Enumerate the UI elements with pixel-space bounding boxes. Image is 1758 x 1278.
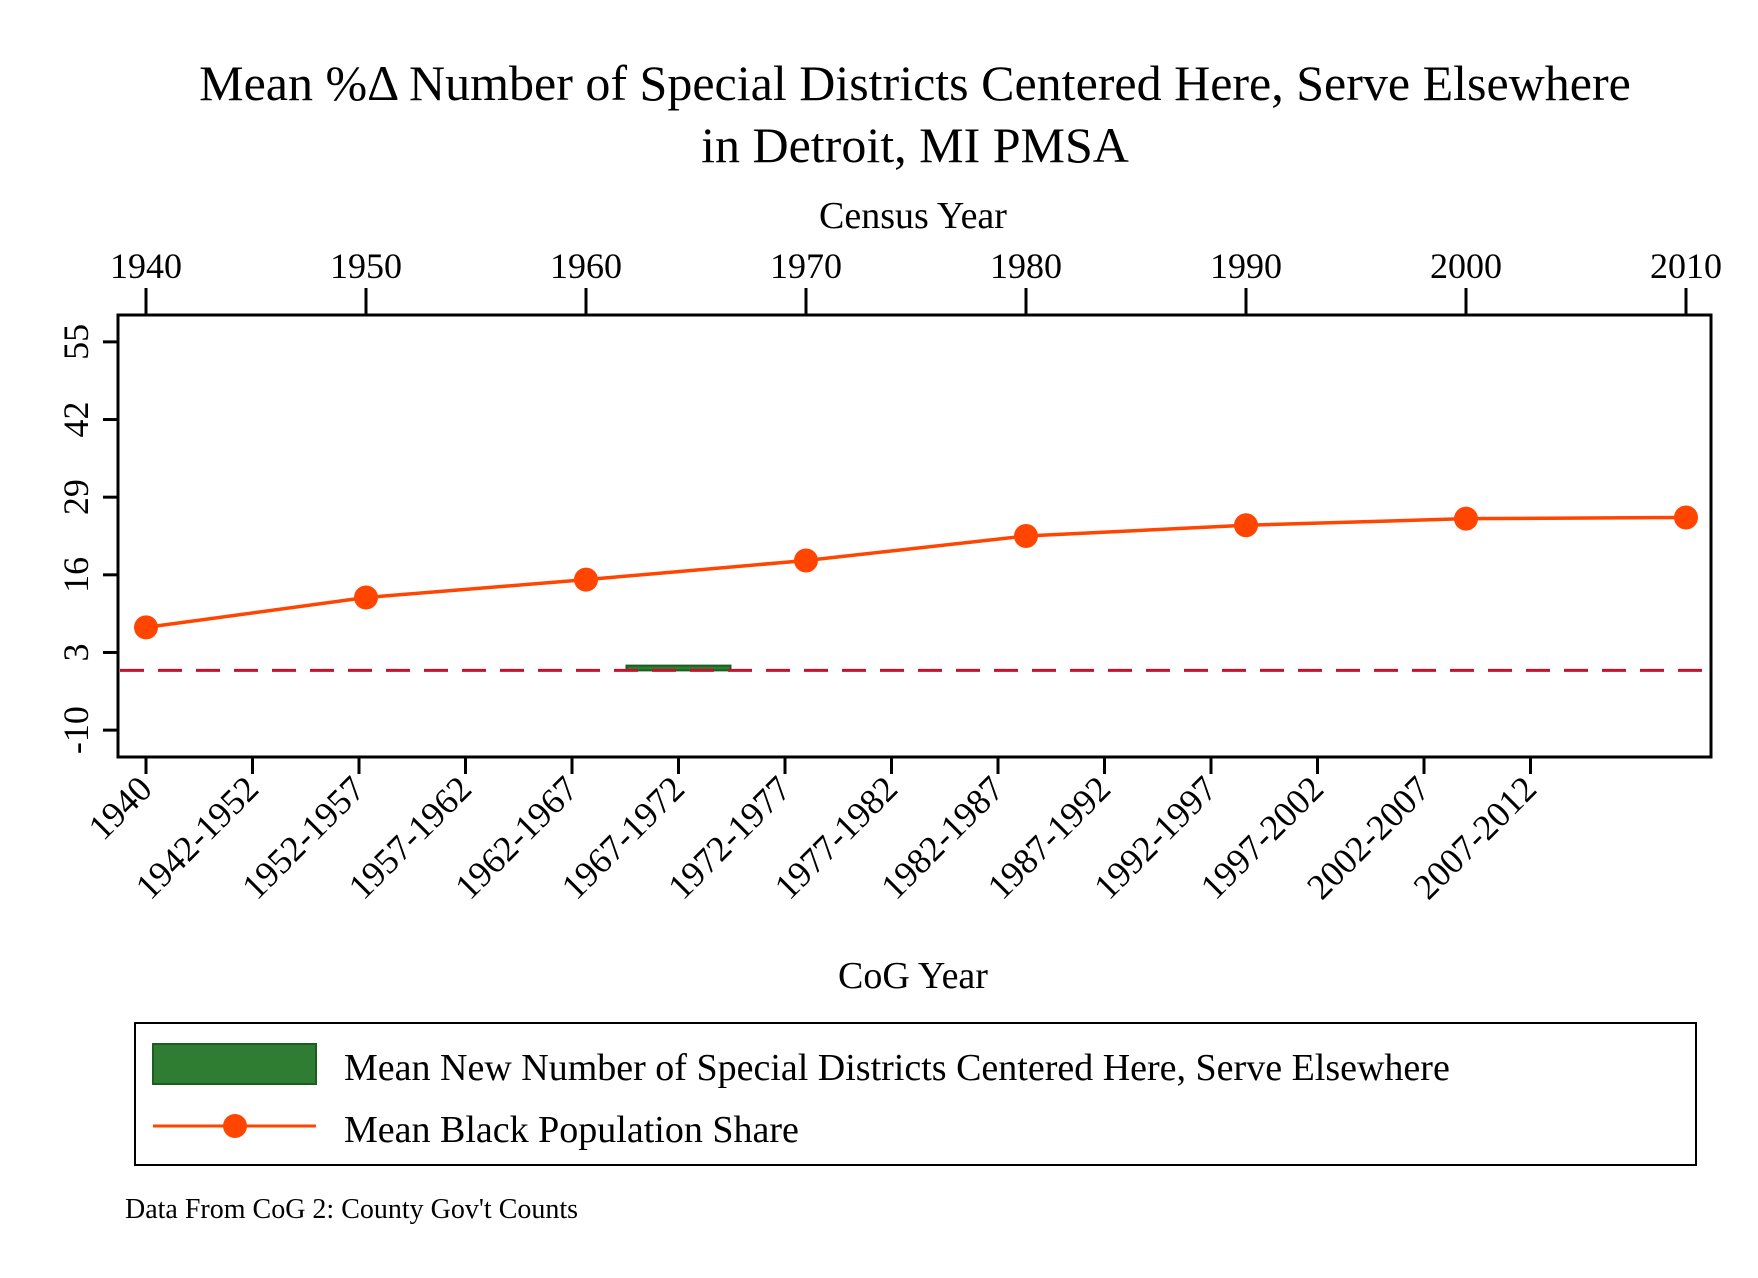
legend-box <box>134 1022 1697 1166</box>
y-tick-label: -10 <box>56 706 96 754</box>
data-point <box>134 615 158 640</box>
chart-title-line-2: in Detroit, MI PMSA <box>701 117 1129 173</box>
top-tick-label: 1960 <box>550 246 622 286</box>
y-tick-label: 3 <box>56 643 96 661</box>
y-tick-label: 16 <box>56 557 96 593</box>
top-tick-label: 1940 <box>110 246 182 286</box>
y-axis: -10 3 16 29 42 55 <box>56 324 118 754</box>
top-axis: 1940 1950 1960 1970 1980 1990 2000 2010 <box>110 246 1722 315</box>
legend-label-bars: Mean New Number of Special Districts Cen… <box>344 1047 1450 1089</box>
legend-label-line: Mean Black Population Share <box>344 1109 799 1151</box>
data-point <box>1014 524 1038 548</box>
data-point <box>794 548 818 573</box>
data-point <box>1674 505 1698 530</box>
top-tick-label: 1990 <box>1210 246 1282 286</box>
bar-series <box>625 664 732 672</box>
top-tick-label: 1980 <box>990 246 1062 286</box>
top-tick-label: 2010 <box>1650 246 1722 286</box>
line-series <box>134 505 1698 640</box>
plot-area <box>116 313 1713 759</box>
top-tick-label: 1970 <box>770 246 842 286</box>
data-point <box>574 567 598 592</box>
y-tick-label: 29 <box>56 479 96 515</box>
chart-title-line-1: Mean %Δ Number of Special Districts Cent… <box>199 55 1631 111</box>
legend: Mean New Number of Special Districts Cen… <box>134 1022 1697 1166</box>
source-note: Data From CoG 2: County Gov't Counts <box>125 1194 578 1225</box>
data-point <box>1234 513 1258 538</box>
bottom-axis: 19401942-19521952-19571957-19621962-1967… <box>80 757 1544 907</box>
top-tick-label: 2000 <box>1430 246 1502 286</box>
top-tick-label: 1950 <box>330 246 402 286</box>
legend-bar-swatch <box>152 1043 317 1085</box>
data-point <box>354 585 378 610</box>
y-tick-label: 55 <box>56 324 96 360</box>
bottom-tick-label: 1940 <box>80 768 159 847</box>
data-point <box>1454 506 1478 531</box>
bar <box>625 664 732 672</box>
series-line <box>145 515 1687 630</box>
bottom-axis-title: CoG Year <box>838 955 988 997</box>
legend-marker-swatch <box>223 1114 247 1138</box>
top-axis-title: Census Year <box>819 195 1007 237</box>
y-tick-label: 42 <box>56 402 96 438</box>
